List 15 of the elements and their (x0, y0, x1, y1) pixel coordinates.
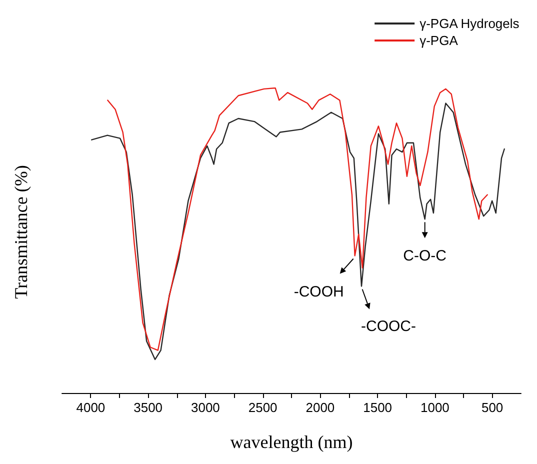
x-tick-label: 1500 (363, 400, 392, 415)
x-axis-title: wavelength (nm) (230, 432, 353, 452)
x-tick-label: 2500 (248, 400, 278, 415)
annotation: -COOC- (360, 318, 416, 335)
x-tick-label: 500 (481, 400, 504, 415)
x-tick-label: 1000 (420, 400, 450, 415)
annotation: C-O-C (403, 248, 447, 265)
y-axis-title: Transmittance (%) (11, 165, 31, 299)
legend-label: γ-PGA (420, 33, 458, 48)
x-tick-label: 2000 (306, 400, 335, 415)
x-tick-label: 4000 (76, 400, 106, 415)
legend-label: γ-PGA Hydrogels (420, 16, 520, 31)
x-tick-label: 3000 (190, 400, 220, 415)
annotation: -COOH (294, 283, 344, 300)
x-tick-label: 3500 (134, 400, 163, 415)
